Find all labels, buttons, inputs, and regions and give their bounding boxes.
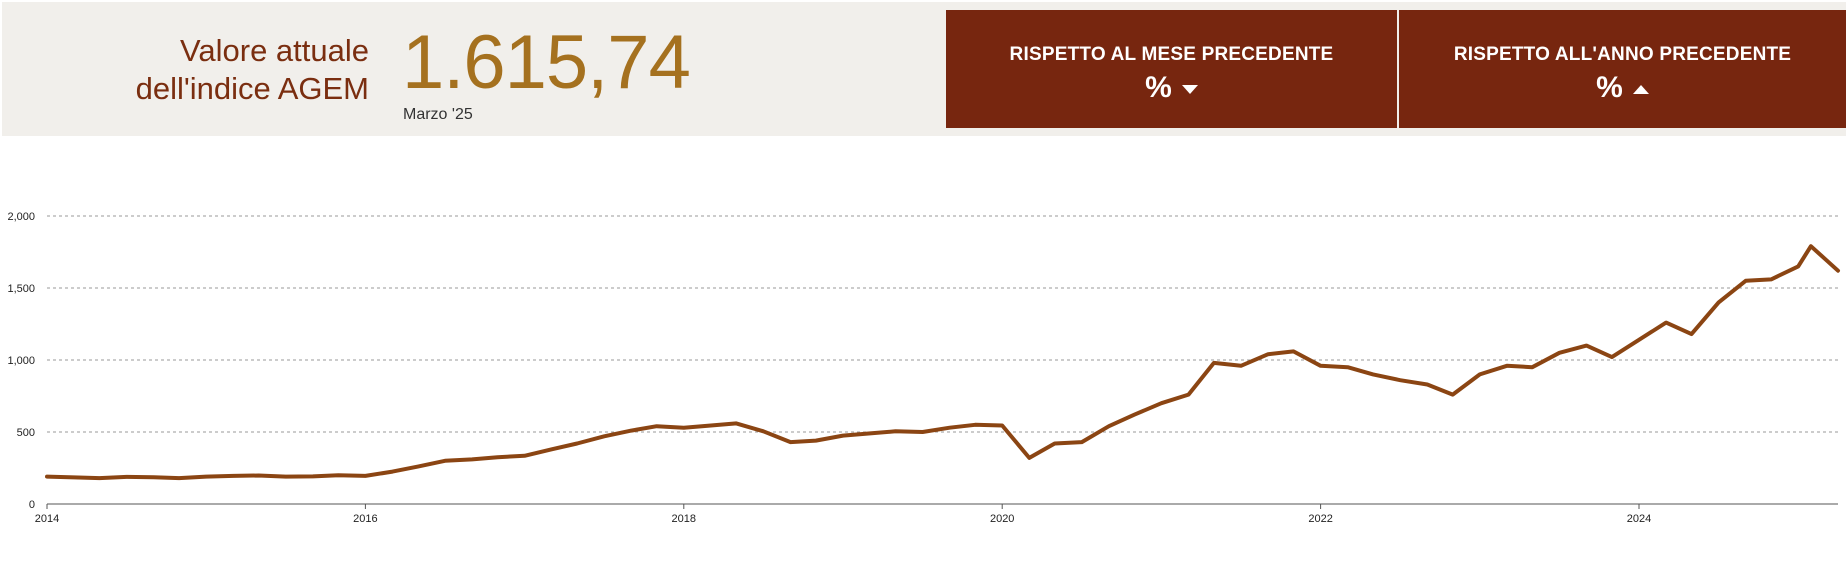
- caret-down-icon: [1181, 84, 1198, 94]
- month-change-label: RISPETTO AL MESE PRECEDENTE: [1009, 44, 1334, 65]
- month-change-pct: %: [1145, 71, 1172, 104]
- y-tick-label: 1,500: [7, 283, 35, 295]
- x-tick-label: 2014: [35, 513, 59, 525]
- month-change-value: %: [946, 70, 1397, 106]
- title-line-2: dell'indice AGEM: [135, 71, 369, 106]
- x-tick-label: 2022: [1308, 513, 1332, 525]
- year-change-card: RISPETTO ALL'ANNO PRECEDENTE %: [1399, 10, 1846, 128]
- year-change-label: RISPETTO ALL'ANNO PRECEDENTE: [1453, 44, 1792, 65]
- y-tick-label: 500: [17, 427, 35, 439]
- x-tick-label: 2020: [990, 513, 1014, 525]
- series-line: [45, 244, 1840, 481]
- caret-up-icon: [1632, 84, 1649, 94]
- page-title: Valore attuale dell'indice AGEM: [29, 32, 369, 108]
- x-tick-label: 2018: [672, 513, 696, 525]
- y-tick-label: 1,000: [7, 355, 35, 367]
- month-change-card: RISPETTO AL MESE PRECEDENTE %: [946, 10, 1397, 128]
- x-tick-label: 2016: [353, 513, 377, 525]
- title-line-1: Valore attuale: [180, 33, 369, 68]
- period-label: Marzo '25: [403, 106, 473, 123]
- y-tick-label: 0: [29, 499, 35, 511]
- current-index-value: 1.615,74: [402, 20, 691, 105]
- x-tick-label: 2024: [1627, 513, 1651, 525]
- year-change-pct: %: [1596, 71, 1623, 104]
- year-change-value: %: [1399, 70, 1846, 106]
- y-tick-label: 2,000: [7, 211, 35, 223]
- index-line-chart: 0 500 1,000 1,500 2,000 2014 2016 2018 2020 2022 2…: [7, 211, 1840, 525]
